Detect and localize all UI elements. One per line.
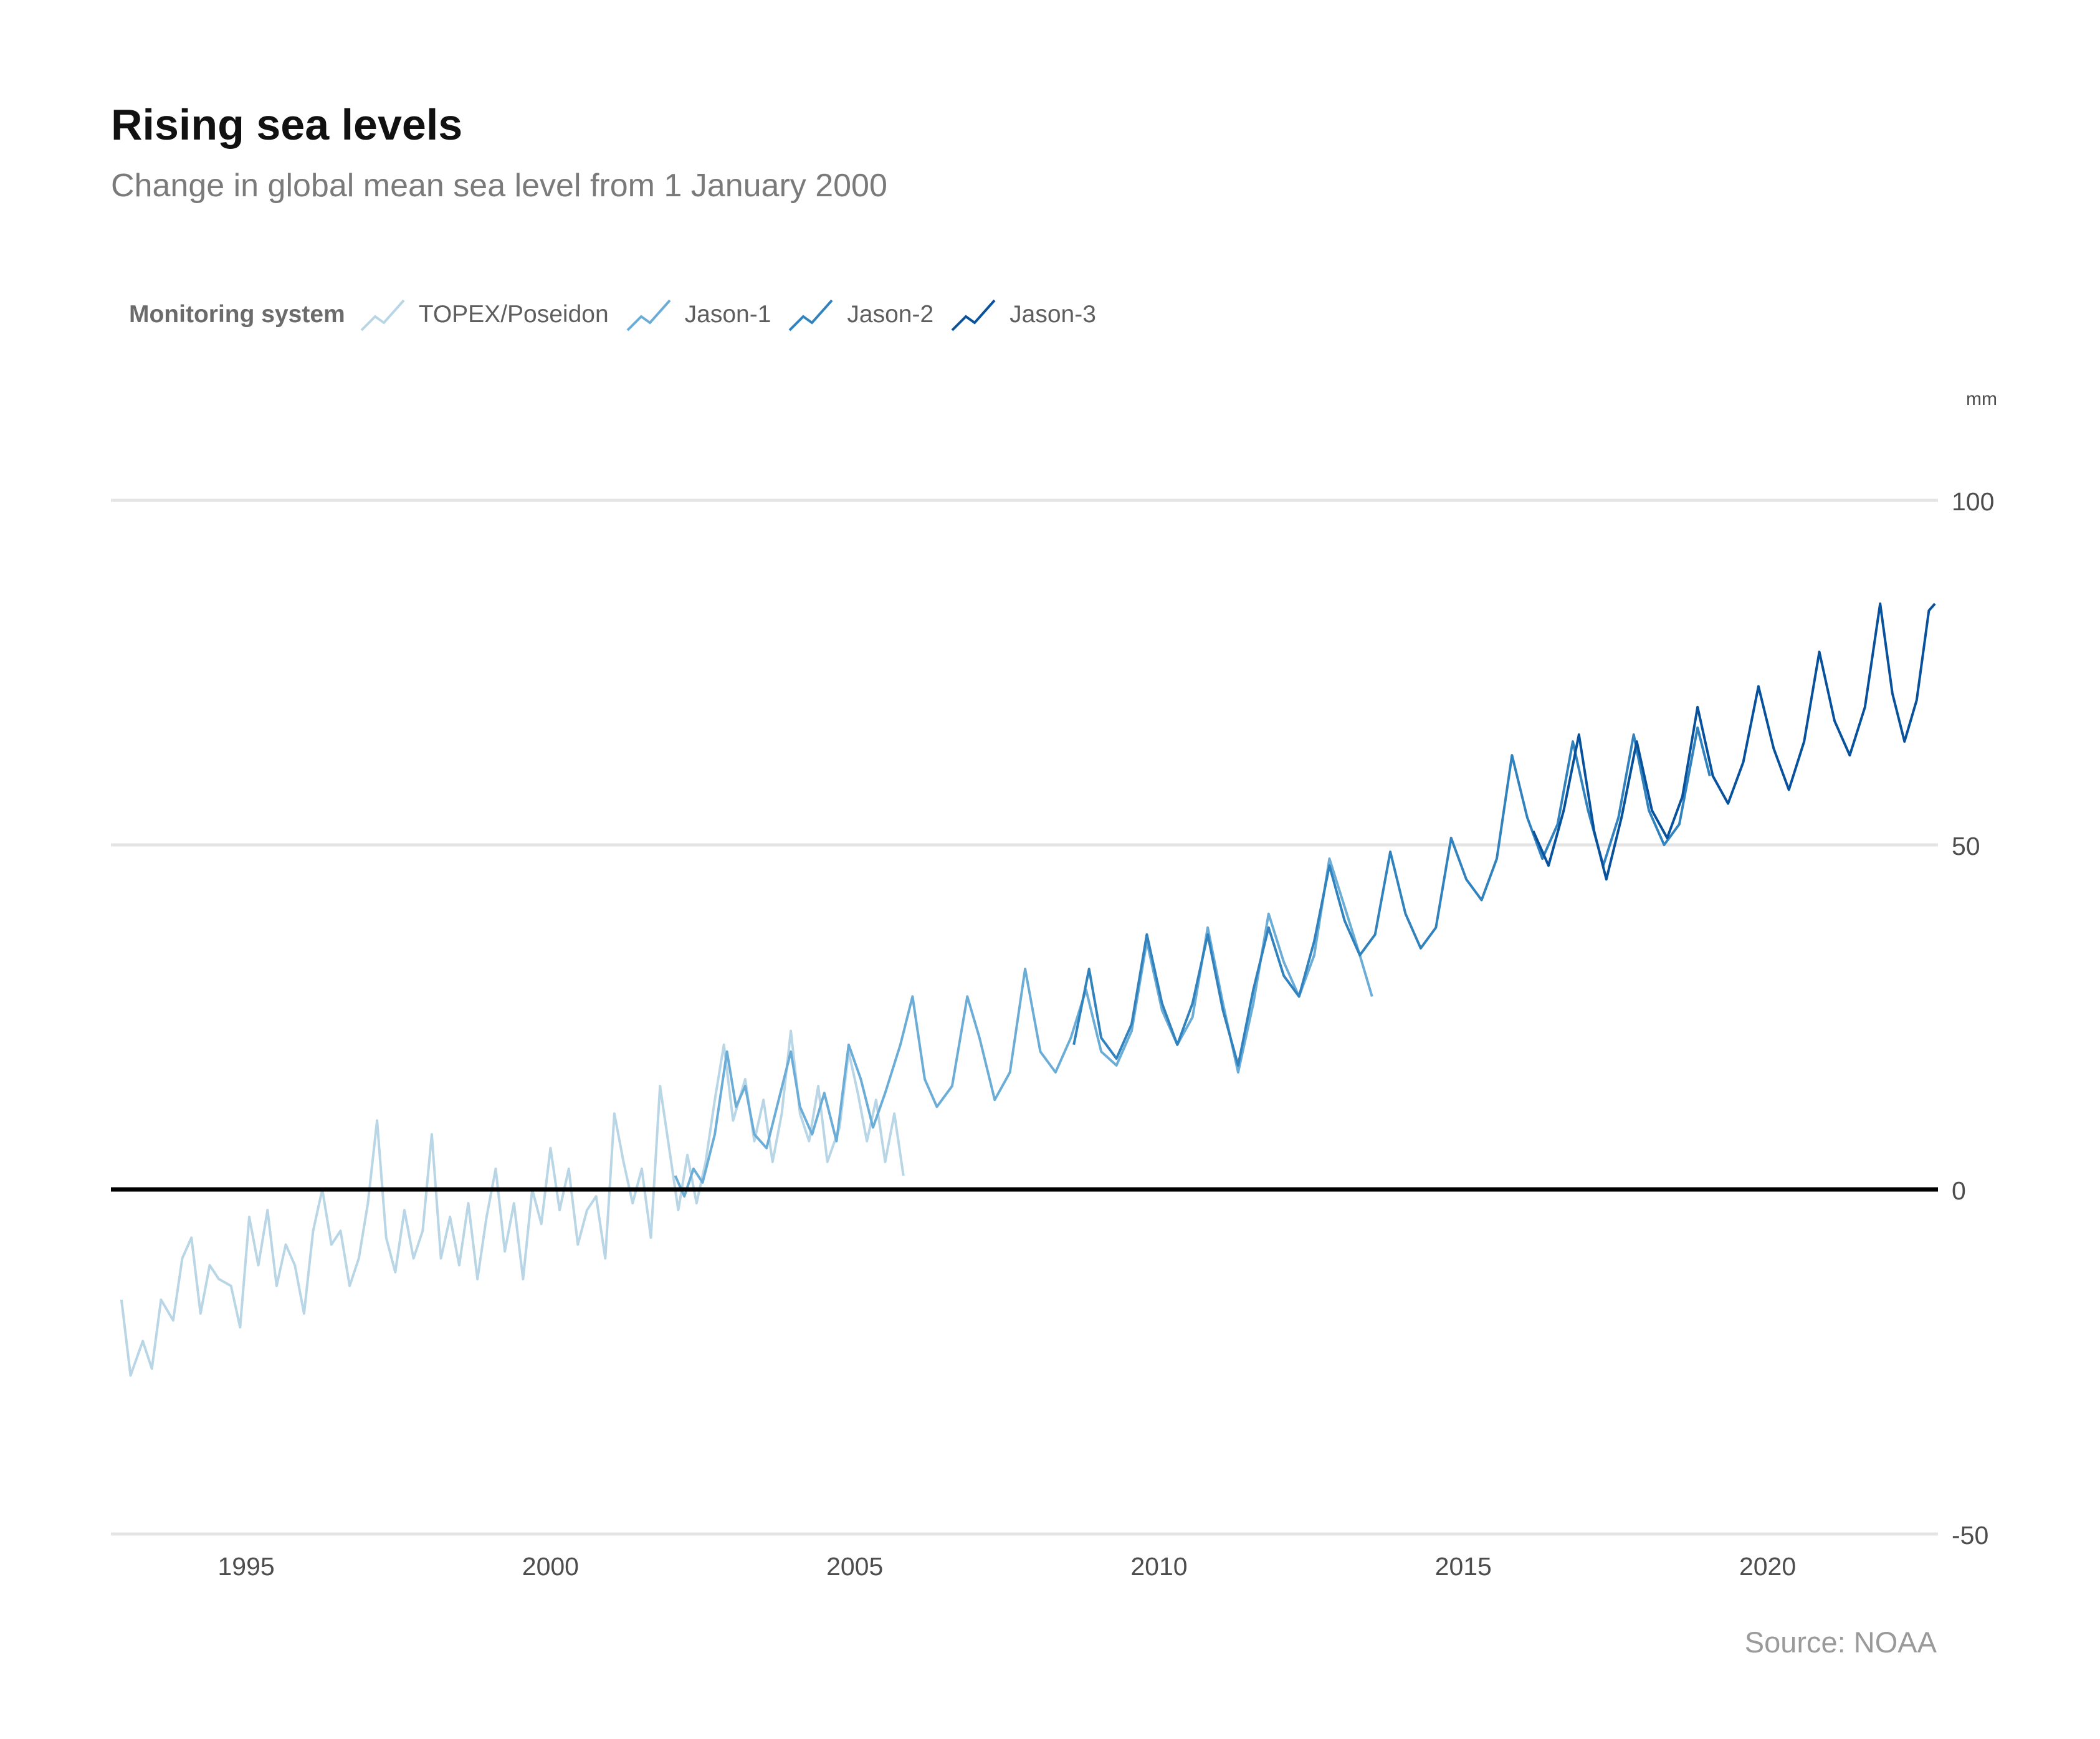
- legend-label-jason-1: Jason-1: [684, 301, 771, 328]
- source-note: Source: NOAA: [1744, 1626, 1937, 1659]
- x-tick-label: 2000: [522, 1552, 579, 1581]
- legend-item-jason-3: Jason-3: [950, 293, 1096, 336]
- legend-key-topex-poseidon: [360, 299, 405, 331]
- legend-key-jason-3: [951, 299, 996, 331]
- series-line-jason-3: [1532, 602, 1936, 881]
- series-lines: [120, 602, 1936, 1377]
- chart-title: Rising sea levels: [111, 100, 463, 149]
- x-tick-label: 2010: [1130, 1552, 1187, 1581]
- gridlines: [111, 498, 1938, 1536]
- y-tick-label: 0: [1952, 1176, 1966, 1205]
- chart-subtitle: Change in global mean sea level from 1 J…: [111, 168, 887, 204]
- legend-label-jason-2: Jason-2: [847, 301, 934, 328]
- y-axis-unit: mm: [1966, 389, 1997, 409]
- legend-item-jason-2: Jason-2: [787, 293, 933, 336]
- legend-item-jason-1: Jason-1: [625, 293, 771, 336]
- legend-label-jason-3: Jason-3: [1009, 301, 1096, 328]
- legend-item-topex-poseidon: TOPEX/Poseidon: [359, 293, 609, 336]
- x-tick-label: 2005: [826, 1552, 883, 1581]
- tick-labels: -50 0 50 100 mm 1995 2000 2005 2010 2015 2020: [217, 389, 1997, 1581]
- legend-title: Monitoring system: [129, 301, 345, 328]
- legend-key-jason-1: [626, 299, 671, 331]
- x-tick-label: 1995: [217, 1552, 274, 1581]
- legend-key-jason-2: [789, 299, 833, 331]
- x-tick-label: 2020: [1739, 1552, 1796, 1581]
- legend: Monitoring system TOPEX/Poseidon Jason-1…: [129, 293, 1112, 336]
- series-line-topex-poseidon: [120, 1029, 905, 1377]
- y-tick-label: 100: [1952, 487, 1994, 516]
- y-tick-label: 50: [1952, 832, 1980, 860]
- x-tick-label: 2015: [1435, 1552, 1492, 1581]
- series-line-jason-2: [1072, 727, 1711, 1067]
- series-line-jason-1: [674, 857, 1373, 1198]
- legend-label-topex-poseidon: TOPEX/Poseidon: [418, 301, 609, 328]
- y-tick-label: -50: [1952, 1521, 1988, 1550]
